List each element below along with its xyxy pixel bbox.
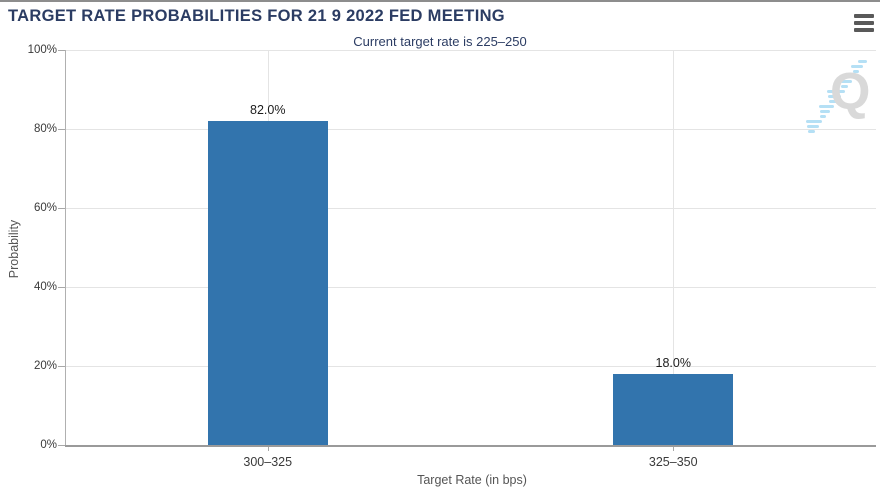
y-tick-label: 60%: [33, 202, 57, 214]
x-axis-line: [65, 445, 876, 447]
y-tick-label: 100%: [27, 44, 57, 56]
x-tick-label: 325–350: [648, 455, 698, 469]
x-tick: [673, 445, 675, 451]
y-tick: [58, 445, 65, 446]
y-gridline: [65, 208, 876, 209]
y-gridline: [65, 50, 876, 51]
y-tick: [58, 287, 65, 288]
x-tick: [267, 445, 269, 451]
y-tick: [58, 129, 65, 130]
x-tick-label: 300–325: [243, 455, 293, 469]
page-title: TARGET RATE PROBABILITIES FOR 21 9 2022 …: [8, 7, 505, 25]
bar-value-label: 82.0%: [250, 103, 286, 118]
y-tick-label: 80%: [33, 123, 57, 135]
bar[interactable]: [207, 121, 328, 445]
y-axis-title: Probability: [7, 219, 21, 279]
x-gridline: [673, 50, 675, 445]
y-tick-label: 20%: [33, 360, 57, 372]
chart-subtitle: Current target rate is 225–250: [353, 34, 527, 49]
y-tick: [58, 208, 65, 209]
menu-button[interactable]: [851, 11, 877, 35]
bar-value-label: 18.0%: [655, 355, 691, 370]
y-tick-label: 40%: [33, 281, 57, 293]
bar[interactable]: [613, 373, 734, 445]
x-axis-title: Target Rate (in bps): [417, 473, 527, 487]
y-tick: [58, 50, 65, 51]
hamburger-icon: [851, 14, 877, 32]
y-axis-line: [65, 50, 66, 445]
y-tick: [58, 366, 65, 367]
y-tick-label: 0%: [40, 439, 57, 451]
y-gridline: [65, 287, 876, 288]
y-gridline: [65, 129, 876, 130]
y-gridline: [65, 366, 876, 367]
